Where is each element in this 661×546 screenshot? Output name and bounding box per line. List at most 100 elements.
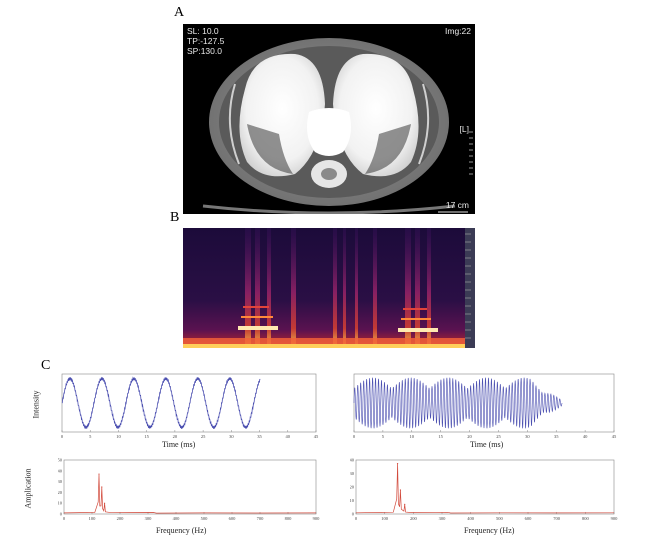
intensity-left-xtick-label: 30 <box>229 434 234 439</box>
spectrum-left-peak-point <box>98 473 100 475</box>
intensity-plot-left-svg: 0 5 10 15 20 25 30 35 40 45 <box>61 373 319 439</box>
spectrum-left-xtick-label: 100 <box>89 516 97 521</box>
spectrum-right-ytick-label: 0 <box>352 512 355 517</box>
spectrum-right-xtick-label: 900 <box>611 516 618 521</box>
spectrum-right-ytick-label: 10 <box>350 498 355 503</box>
spectrum-right-peak-point <box>404 503 406 505</box>
spectrum-left-peak-point <box>101 486 103 488</box>
spectrum-left-ytick-label: 0 <box>60 512 63 517</box>
spectrum-right-xtick-label: 400 <box>467 516 475 521</box>
spectrogram-column <box>343 228 346 346</box>
intensity-right-xtick-label: 35 <box>554 434 559 439</box>
spectrum-plot-left-svg: 0 100 200 300 400 500 600 700 800 900 0 10 20 30 40 50 <box>58 458 320 522</box>
spectrum-left-xlabel: Frequency (Hz) <box>156 526 207 535</box>
intensity-left-series <box>61 376 261 430</box>
intensity-left-xtick-label: 35 <box>257 434 262 439</box>
ct-side-marker: [L] <box>459 124 469 134</box>
intensity-plot-right: 0 5 10 15 20 25 30 35 40 45 <box>350 370 618 440</box>
spectrum-right-ytick-label: 20 <box>350 485 355 490</box>
spectrogram-column <box>405 228 411 346</box>
spectrogram-column <box>291 228 296 346</box>
spectrogram-column <box>427 228 431 346</box>
spectrum-right-frame <box>355 459 615 515</box>
ct-overlay-sp: SP:130.0 <box>187 46 222 56</box>
spectrum-right-xtick-label: 300 <box>439 516 447 521</box>
spectrogram-column <box>355 228 358 346</box>
intensity-right-xtick-label: 40 <box>583 434 588 439</box>
spectrum-left-frame <box>63 459 317 515</box>
intensity-left-xtick-label: 20 <box>173 434 178 439</box>
intensity-left-xtick-label: 10 <box>116 434 121 439</box>
spectrogram-column <box>333 228 337 346</box>
spectrum-right-peak-point <box>396 463 399 465</box>
spectrum-left-ytick-label: 40 <box>58 468 63 473</box>
intensity-left-xtick-label: 45 <box>314 434 319 439</box>
spectrum-left-xtick-label: 0 <box>63 516 66 521</box>
ct-scan-graphic <box>202 38 473 214</box>
intensity-left-ylabel: Intensity <box>31 390 41 419</box>
spectrogram-column <box>373 228 377 346</box>
spectrum-left-xtick-label: 500 <box>201 516 209 521</box>
ct-overlay-tp: TP:-127.5 <box>187 36 225 46</box>
intensity-left-frame <box>61 373 317 433</box>
spectrogram-column <box>255 228 260 346</box>
panel-label-a: A <box>174 5 185 20</box>
spectrogram-column <box>245 228 251 346</box>
spectrogram-column <box>267 228 271 346</box>
intensity-left-xtick-label: 40 <box>286 434 291 439</box>
spectrum-left-ytick-label: 50 <box>58 458 63 463</box>
spectrum-right-series <box>355 463 615 514</box>
spectrum-right-xtick-label: 800 <box>582 516 590 521</box>
intensity-left-xtick-label: 0 <box>61 434 64 439</box>
spectrogram-column <box>415 228 420 346</box>
ct-scale-label: 17 cm <box>445 200 469 210</box>
intensity-right-xtick-label: 0 <box>353 434 356 439</box>
spectrum-left-ytick-label: 10 <box>58 501 63 506</box>
intensity-plot-right-svg: 0 5 10 15 20 25 30 35 40 45 <box>353 373 617 439</box>
spectrum-left-xtick-label: 800 <box>285 516 293 521</box>
spectrum-right-ytick-label: 30 <box>350 471 355 476</box>
spectrum-plot-left: 0 100 200 300 400 500 600 700 800 900 0 10 20 30 40 50 <box>58 456 320 522</box>
intensity-right-xtick-label: 5 <box>382 434 385 439</box>
spectrum-plot-right: 0 100 200 300 400 500 600 700 800 900 0 10 20 30 40 <box>350 456 618 522</box>
intensity-right-xtick-label: 10 <box>410 434 415 439</box>
spectrum-right-xtick-label: 500 <box>496 516 504 521</box>
spectrum-left-peak-point <box>104 502 106 504</box>
intensity-left-xtick-label: 25 <box>201 434 206 439</box>
ct-scan-image: SL: 10.0 TP:-127.5 SP:130.0 Img:22 [L] 1… <box>183 24 475 214</box>
spectrum-left-xtick-label: 700 <box>257 516 265 521</box>
spectrum-left-ylabel: Amplication <box>23 468 33 509</box>
ct-overlay-params: SL: 10.0 TP:-127.5 SP:130.0 <box>187 26 224 56</box>
spectrum-left-series <box>63 473 317 514</box>
intensity-right-series <box>353 377 563 429</box>
intensity-left-xtick-label: 5 <box>89 434 92 439</box>
spectrum-right-xtick-label: 700 <box>553 516 561 521</box>
spectrogram-image <box>183 228 475 348</box>
intensity-left-xlabel: Time (ms) <box>162 440 196 449</box>
spectrum-left-ytick-label: 20 <box>58 490 63 495</box>
spectrum-plot-right-svg: 0 100 200 300 400 500 600 700 800 900 0 10 20 30 40 <box>350 458 618 522</box>
intensity-right-xtick-label: 45 <box>612 434 617 439</box>
intensity-left-xtick-label: 15 <box>144 434 149 439</box>
spectrum-left-xtick-label: 200 <box>117 516 125 521</box>
spectrum-right-xtick-label: 200 <box>410 516 418 521</box>
intensity-right-xtick-label: 30 <box>525 434 530 439</box>
ct-overlay-sl: SL: 10.0 <box>187 26 219 36</box>
spectrum-right-xlabel: Frequency (Hz) <box>464 526 515 535</box>
intensity-plot-left: 0 5 10 15 20 25 30 35 40 45 <box>58 370 320 440</box>
spectrum-right-peak-point <box>399 489 402 491</box>
spectrum-left-ytick-label: 30 <box>58 479 63 484</box>
intensity-right-xlabel: Time (ms) <box>470 440 504 449</box>
intensity-right-xtick-label: 25 <box>496 434 501 439</box>
intensity-right-xtick-label: 20 <box>467 434 472 439</box>
spectrum-left-xtick-label: 900 <box>313 516 320 521</box>
spectrum-right-xtick-label: 0 <box>355 516 358 521</box>
spectrum-left-xtick-label: 400 <box>173 516 181 521</box>
spectrogram-graphic <box>183 228 475 348</box>
spectrum-left-xtick-label: 300 <box>145 516 153 521</box>
panel-label-b: B <box>170 210 180 225</box>
intensity-right-xtick-label: 15 <box>438 434 443 439</box>
spectrum-left-xtick-label: 600 <box>229 516 237 521</box>
panel-label-c: C <box>41 358 51 373</box>
spectrum-right-xtick-label: 600 <box>525 516 533 521</box>
